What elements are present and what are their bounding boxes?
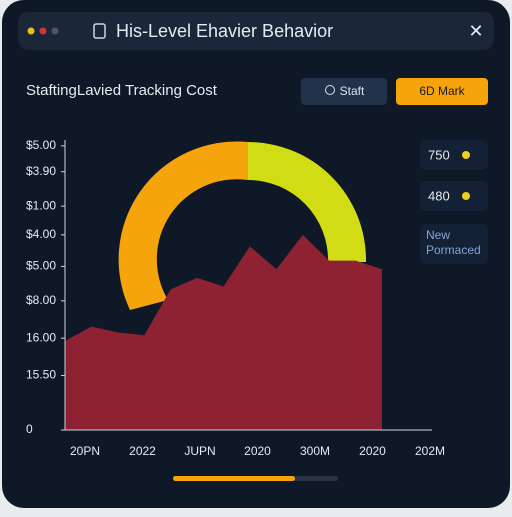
area xyxy=(65,234,382,430)
dot xyxy=(39,27,47,35)
side-value: 750 xyxy=(428,147,450,162)
side-value: 480 xyxy=(428,188,450,203)
y-tick-label: $1.00 xyxy=(26,198,56,212)
side-card xyxy=(420,224,488,264)
start-button[interactable] xyxy=(301,78,387,105)
y-tick-label: $4.00 xyxy=(26,227,56,241)
scroll-thumb[interactable] xyxy=(173,476,295,481)
plot xyxy=(65,234,382,430)
x-tick-label: 2022 xyxy=(129,444,156,458)
button-label: Staft xyxy=(340,84,365,98)
note-box: New Pormaced xyxy=(426,228,481,257)
y-tick-label: $5.00 xyxy=(26,138,56,152)
button-label: 6D Mark xyxy=(419,84,465,98)
y-tick-label: $8.00 xyxy=(26,293,56,307)
x-tick-label: 300M xyxy=(300,444,330,458)
dot xyxy=(27,27,35,35)
y-tick-label: $5.00 xyxy=(26,259,56,273)
window-title: His-Level Ehavier Behavior xyxy=(116,21,333,41)
x-tick-label: 2020 xyxy=(244,444,271,458)
y-tick-label: 0 xyxy=(26,422,33,436)
subtitle: StaftingLavied Tracking Cost xyxy=(26,82,218,99)
y-tick-label: 16.00 xyxy=(26,330,56,344)
icon xyxy=(325,85,335,95)
y-tick-label: $3.90 xyxy=(26,164,56,178)
x-tick-label: JUPN xyxy=(184,444,215,458)
side-card[interactable] xyxy=(420,181,488,211)
side-note: New Pormaced xyxy=(426,228,481,257)
title-bar xyxy=(18,12,494,50)
close-button[interactable]: ✕ xyxy=(468,21,483,41)
side-card[interactable] xyxy=(420,140,488,170)
dot xyxy=(51,27,59,35)
donut-left xyxy=(118,141,248,310)
mark-button[interactable] xyxy=(396,78,488,105)
x-tick-label: 202M xyxy=(415,444,445,458)
x-tick-label: 2020 xyxy=(359,444,386,458)
dot xyxy=(462,151,470,159)
dot xyxy=(462,192,470,200)
doc-icon xyxy=(93,23,106,39)
y-tick-label: 15.50 xyxy=(26,368,56,382)
donut-right xyxy=(248,142,367,262)
x-tick-label: 20PN xyxy=(70,444,100,458)
